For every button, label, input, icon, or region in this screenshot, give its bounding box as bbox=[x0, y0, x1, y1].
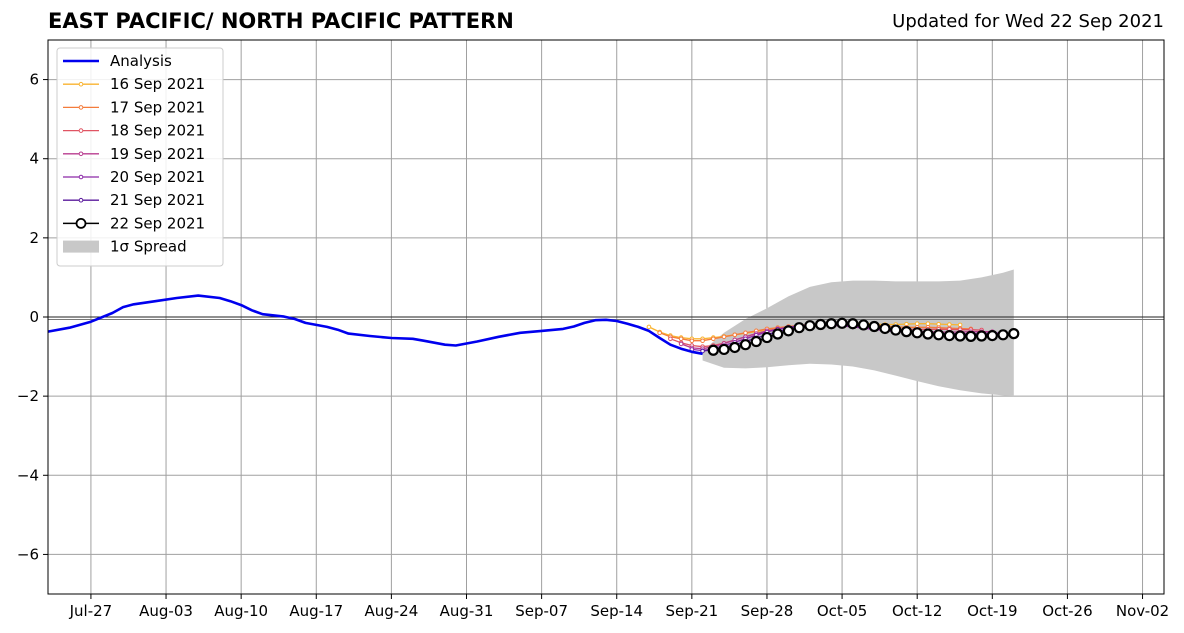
forecast-point bbox=[911, 327, 923, 339]
series-layer bbox=[47, 294, 1020, 356]
legend-label: 16 Sep 2021 bbox=[110, 75, 205, 93]
x-tick-label: Oct-12 bbox=[892, 602, 942, 620]
forecast-point bbox=[857, 319, 870, 331]
legend-label: 21 Sep 2021 bbox=[110, 191, 205, 209]
x-tick-label: Aug-24 bbox=[364, 602, 418, 620]
legend-label: 20 Sep 2021 bbox=[110, 168, 205, 186]
legend-box bbox=[56, 47, 224, 267]
forecast-point bbox=[933, 329, 945, 341]
forecast-point bbox=[678, 341, 684, 347]
forecast-point bbox=[772, 328, 784, 340]
forecast-point bbox=[657, 330, 662, 336]
forecast-point bbox=[718, 343, 730, 356]
forecast-point bbox=[954, 330, 966, 342]
legend-marker bbox=[78, 151, 84, 157]
forecast-point bbox=[900, 326, 913, 338]
legend-label: 17 Sep 2021 bbox=[110, 98, 205, 116]
y-tick-label: 4 bbox=[29, 150, 39, 168]
forecast-point bbox=[711, 336, 716, 342]
forecast-point bbox=[868, 320, 880, 333]
y-tick-label: 0 bbox=[29, 308, 39, 326]
forecast-point bbox=[943, 329, 955, 342]
forecast-point bbox=[947, 322, 952, 327]
forecast-point bbox=[729, 341, 741, 354]
forecast-point bbox=[847, 318, 859, 330]
x-tick-label: Oct-05 bbox=[817, 602, 867, 620]
legend-marker bbox=[78, 105, 84, 110]
forecast-point bbox=[836, 317, 848, 329]
y-axis: −6 −4 −2 0 2 4 6 bbox=[17, 71, 48, 563]
x-tick-label: Nov-02 bbox=[1116, 602, 1169, 620]
legend-marker bbox=[75, 217, 87, 229]
chart-title: EAST PACIFIC/ NORTH PACIFIC PATTERN bbox=[48, 9, 514, 33]
legend-label: 18 Sep 2021 bbox=[110, 122, 205, 140]
legend-label: 1σ Spread bbox=[110, 238, 187, 256]
forecast-point bbox=[750, 335, 762, 348]
x-tick-label: Aug-03 bbox=[139, 602, 193, 620]
forecast-point bbox=[739, 339, 752, 351]
forecast-point bbox=[957, 322, 963, 328]
forecast-point bbox=[804, 320, 816, 332]
forecast-point bbox=[721, 334, 727, 340]
forecast-point bbox=[689, 338, 695, 344]
forecast-point bbox=[890, 324, 902, 336]
forecast-point bbox=[965, 330, 977, 342]
x-tick-label: Sep-28 bbox=[741, 602, 794, 620]
legend-label: Analysis bbox=[110, 52, 172, 70]
forecast-point bbox=[707, 344, 719, 356]
forecast-point bbox=[761, 331, 773, 344]
x-tick-label: Oct-26 bbox=[1042, 602, 1092, 620]
y-tick-label: −6 bbox=[17, 545, 39, 563]
legend-swatch bbox=[63, 240, 99, 253]
legend-marker bbox=[78, 128, 84, 133]
legend-label: 19 Sep 2021 bbox=[110, 145, 205, 163]
y-tick-label: 2 bbox=[29, 229, 39, 247]
forecast-point bbox=[782, 325, 795, 337]
forecast-point bbox=[1008, 328, 1020, 340]
x-tick-label: Oct-19 bbox=[967, 602, 1017, 620]
forecast-point bbox=[986, 329, 998, 342]
x-tick-label: Sep-21 bbox=[665, 602, 718, 620]
analysis-line bbox=[47, 294, 703, 356]
forecast-point bbox=[678, 336, 684, 342]
forecast-point bbox=[975, 330, 988, 342]
y-tick-label: −4 bbox=[17, 466, 39, 484]
legend-marker bbox=[78, 174, 84, 180]
x-tick-label: Aug-31 bbox=[440, 602, 494, 620]
forecast-point bbox=[793, 322, 805, 334]
spread-band bbox=[702, 269, 1014, 397]
forecast-point bbox=[743, 330, 748, 336]
legend: Analysis 16 Sep 2021 17 Sep 2021 18 Sep 202… bbox=[56, 47, 224, 267]
forecast-point bbox=[700, 338, 705, 344]
x-tick-label: Jul-27 bbox=[69, 602, 113, 620]
forecast-point bbox=[936, 321, 941, 327]
x-tick-label: Aug-10 bbox=[214, 602, 268, 620]
legend-marker bbox=[78, 81, 84, 87]
forecast-point bbox=[997, 329, 1009, 341]
spread-layer bbox=[702, 269, 1014, 397]
legend-marker bbox=[78, 197, 84, 203]
forecast-point bbox=[732, 332, 738, 338]
forecast-point bbox=[914, 321, 920, 327]
forecast-point bbox=[879, 322, 891, 335]
forecast-point bbox=[646, 324, 652, 330]
y-tick-label: −2 bbox=[17, 387, 39, 405]
x-tick-label: Sep-14 bbox=[590, 602, 643, 620]
forecast-point bbox=[922, 328, 934, 340]
forecast-point bbox=[925, 321, 931, 327]
x-tick-label: Sep-07 bbox=[515, 602, 568, 620]
x-axis: Jul-27 Aug-03 Aug-10 Aug-17 Aug-24 Aug-31 Sep-… bbox=[69, 594, 1169, 620]
updated-date: Updated for Wed 22 Sep 2021 bbox=[892, 11, 1164, 32]
y-tick-label: 6 bbox=[29, 71, 39, 89]
forecast-point bbox=[668, 336, 673, 342]
legend-label: 22 Sep 2021 bbox=[110, 214, 205, 232]
forecast-point bbox=[815, 318, 827, 331]
x-tick-label: Aug-17 bbox=[289, 602, 343, 620]
forecast-point bbox=[825, 318, 837, 330]
